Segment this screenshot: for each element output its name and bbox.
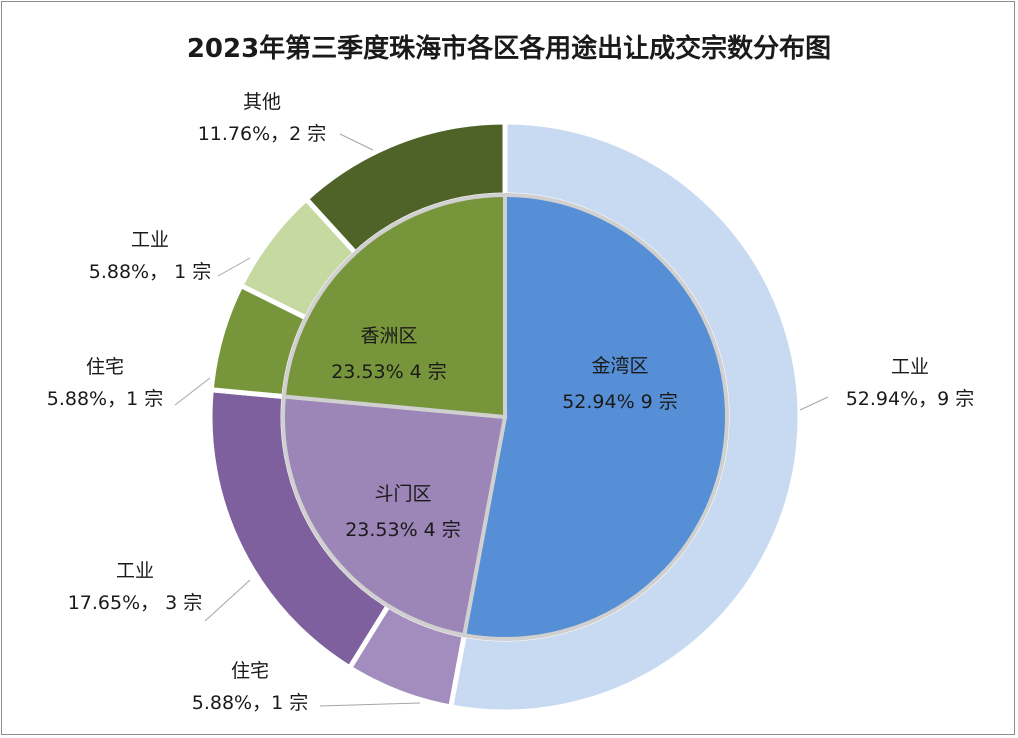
outer-label-name-3: 住宅 [86,356,124,378]
inner-slice-2 [281,192,507,420]
leader-line-5 [339,133,374,151]
outer-label-name-1: 住宅 [231,660,269,682]
chart-title: 2023年第三季度珠海市各区各用途出让成交宗数分布图 [186,34,832,64]
outer-label-value-1: 5.88%，1 宗 [192,692,309,714]
outer-label-value-0: 52.94%，9 宗 [846,388,975,410]
leader-line-0 [799,396,829,411]
leader-line-2 [204,579,251,622]
outer-label-name-4: 工业 [131,229,169,251]
inner-label-value-2: 23.53% 4 宗 [331,361,447,383]
outer-label-name-0: 工业 [891,356,929,378]
outer-label-name-5: 其他 [243,91,281,113]
outer-label-value-5: 11.76%，2 宗 [198,123,327,145]
leader-line-3 [174,377,211,406]
inner-label-name-1: 斗门区 [374,483,431,505]
inner-label-name-2: 香洲区 [360,325,417,347]
inner-label-value-1: 23.53% 4 宗 [345,519,461,541]
outer-label-value-3: 5.88%，1 宗 [47,388,164,410]
inner-label-value-0: 52.94% 9 宗 [562,391,678,413]
leader-line-1 [319,702,421,707]
outer-label-value-4: 5.88%， 1 宗 [89,261,212,283]
outer-label-name-2: 工业 [116,560,154,582]
leader-line-4 [217,257,251,277]
inner-slice-1 [281,394,508,638]
inner-slice-0 [461,192,729,641]
outer-label-value-2: 17.65%， 3 宗 [68,592,203,614]
inner-label-name-0: 金湾区 [591,355,648,377]
